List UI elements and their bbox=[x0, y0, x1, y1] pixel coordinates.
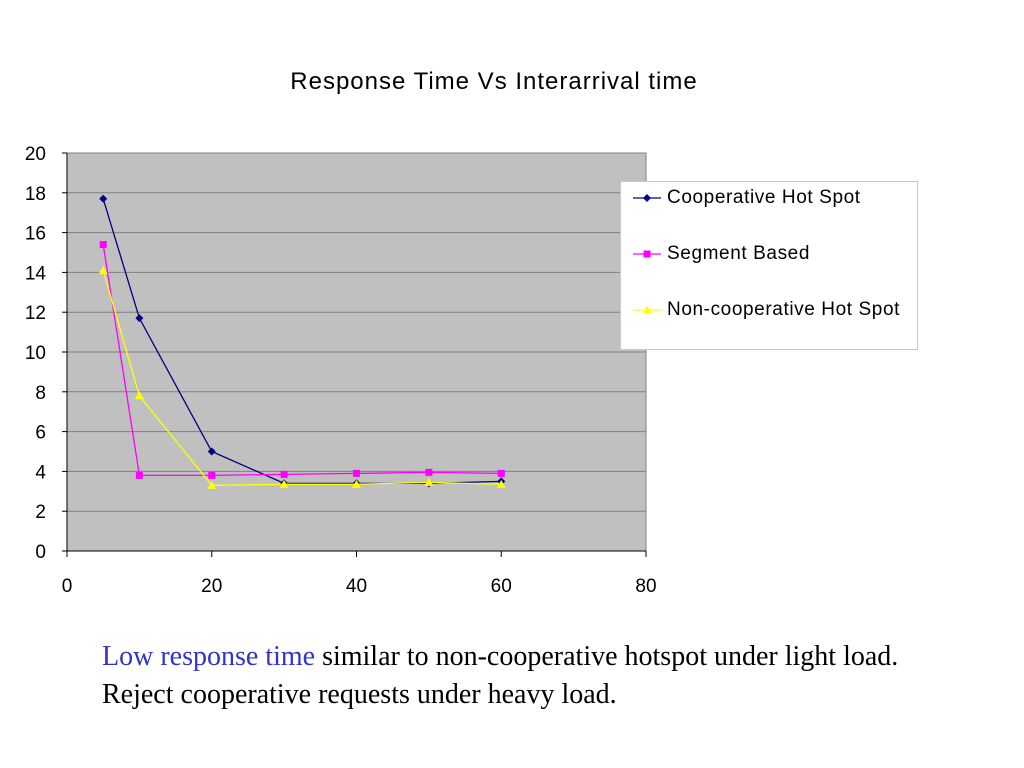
legend-label-non-cooperative-hot-spot: Non-cooperative Hot Spot bbox=[667, 299, 901, 320]
data-point-segment-based bbox=[208, 471, 216, 479]
x-tick-label: 20 bbox=[201, 576, 222, 597]
data-point-non-cooperative-hot-spot bbox=[134, 391, 144, 400]
data-point-non-cooperative-hot-spot bbox=[279, 479, 289, 488]
caption-highlight: Low response time bbox=[102, 641, 316, 672]
data-point-cooperative-hot-spot bbox=[135, 314, 144, 323]
x-tick-label: 80 bbox=[635, 576, 656, 597]
y-tick-label: 0 bbox=[35, 542, 46, 563]
data-point-segment-based bbox=[280, 470, 288, 478]
data-point-segment-based bbox=[425, 468, 433, 476]
x-tick-label: 0 bbox=[62, 576, 73, 597]
slide-caption: Low response time similar to non-coopera… bbox=[102, 638, 942, 714]
legend-label-segment-based: Segment Based bbox=[667, 243, 810, 264]
data-point-segment-based bbox=[99, 241, 107, 249]
data-point-segment-based bbox=[353, 469, 360, 477]
caption-text: similar to non-cooperative hotspot under… bbox=[102, 641, 899, 710]
x-tick-label: 60 bbox=[491, 576, 512, 597]
y-tick-label: 14 bbox=[25, 263, 47, 284]
data-point-non-cooperative-hot-spot bbox=[496, 479, 506, 488]
data-point-cooperative-hot-spot bbox=[99, 194, 108, 203]
data-point-segment-based bbox=[497, 469, 505, 477]
y-tick-label: 20 bbox=[25, 144, 46, 165]
legend-item-cooperative-hot-spot: Cooperative Hot Spot bbox=[633, 184, 917, 211]
legend-swatch-triangle-icon bbox=[633, 305, 661, 314]
data-point-non-cooperative-hot-spot bbox=[352, 479, 361, 488]
y-tick-label: 2 bbox=[35, 502, 46, 523]
chart-title: Response Time Vs Interarrival time bbox=[290, 68, 698, 95]
y-tick-label: 10 bbox=[25, 343, 46, 364]
line-chart: 0 2 4 6 8 10 12 14 16 18 20 0 20 40 60 80 bbox=[25, 144, 657, 597]
chart-legend: Cooperative Hot Spot Segment Based Non-c… bbox=[620, 181, 918, 350]
data-point-cooperative-hot-spot bbox=[207, 447, 216, 456]
y-tick-label: 16 bbox=[25, 224, 46, 245]
y-tick-label: 12 bbox=[25, 303, 46, 324]
legend-item-non-cooperative-hot-spot: Non-cooperative Hot Spot bbox=[633, 296, 917, 323]
data-point-non-cooperative-hot-spot bbox=[424, 477, 434, 486]
y-tick-label: 4 bbox=[35, 462, 46, 483]
y-tick-label: 8 bbox=[35, 383, 46, 404]
legend-swatch-square-icon bbox=[633, 250, 661, 258]
y-tick-label: 18 bbox=[25, 184, 46, 205]
data-point-non-cooperative-hot-spot bbox=[98, 265, 108, 274]
legend-label-cooperative-hot-spot: Cooperative Hot Spot bbox=[667, 187, 861, 208]
data-point-segment-based bbox=[135, 471, 143, 479]
y-tick-label: 6 bbox=[35, 423, 46, 444]
legend-item-segment-based: Segment Based bbox=[633, 240, 917, 267]
x-tick-label: 40 bbox=[346, 576, 367, 597]
data-point-non-cooperative-hot-spot bbox=[207, 480, 217, 489]
legend-swatch-diamond-icon bbox=[633, 194, 661, 202]
